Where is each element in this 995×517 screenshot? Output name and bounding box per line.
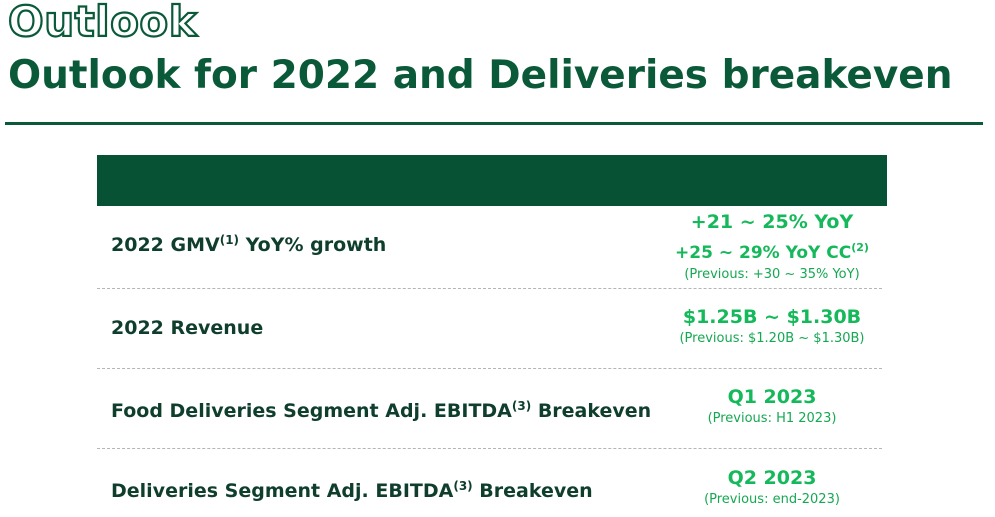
slide-title: Outlook for 2022 and Deliveries breakeve… [8,53,953,98]
table-header-bar [97,155,887,206]
row-label-text: 2022 GMV [111,234,220,256]
row-value: Q2 2023 (Previous: end-2023) [662,466,882,509]
value-line-1: $1.25B ~ $1.30B [682,306,862,328]
title-underline [5,122,983,125]
row-label-suffix: Breakeven [531,400,652,422]
value-line-2-text: +25 ~ 29% YoY CC [675,243,852,263]
value-line-1: +21 ~ 25% YoY [690,211,854,233]
footnote-ref: (1) [219,233,240,247]
section-label: Outlook [7,0,198,47]
table-row-revenue: 2022 Revenue $1.25B ~ $1.30B (Previous: … [97,300,882,360]
table-row-gmv: 2022 GMV(1) YoY% growth +21 ~ 25% YoY +2… [97,210,882,286]
footnote-ref: (2) [851,241,869,254]
row-label-text: Deliveries Segment Adj. EBITDA [111,480,454,502]
row-label: 2022 GMV(1) YoY% growth [111,233,386,256]
footnote-ref: (3) [511,399,532,413]
row-label: Deliveries Segment Adj. EBITDA(3) Breake… [111,479,593,502]
footnote-ref: (3) [453,479,473,493]
row-label-suffix: YoY% growth [239,234,387,256]
row-label: 2022 Revenue [111,317,264,339]
row-value: $1.25B ~ $1.30B (Previous: $1.20B ~ $1.3… [662,305,882,348]
row-value: +21 ~ 25% YoY +25 ~ 29% YoY CC(2) (Previ… [662,210,882,284]
row-divider [97,368,882,369]
value-line-1: Q1 2023 [727,386,817,408]
row-divider [97,288,882,289]
table-row-food-deliveries: Food Deliveries Segment Adj. EBITDA(3) B… [97,380,882,440]
row-value: Q1 2023 (Previous: H1 2023) [662,385,882,428]
row-divider [97,448,882,449]
previous-value: (Previous: +30 ~ 35% YoY) [684,267,860,282]
previous-value: (Previous: end-2023) [704,492,840,507]
value-line-1: Q2 2023 [727,467,817,489]
row-label-suffix: Breakeven [472,480,593,502]
previous-value: (Previous: H1 2023) [707,411,837,426]
previous-value: (Previous: $1.20B ~ $1.30B) [679,331,865,346]
value-line-2: +25 ~ 29% YoY CC(2) [662,235,882,266]
row-label: Food Deliveries Segment Adj. EBITDA(3) B… [111,399,651,422]
table-row-deliveries: Deliveries Segment Adj. EBITDA(3) Breake… [97,462,882,517]
row-label-text: Food Deliveries Segment Adj. EBITDA [111,400,512,422]
